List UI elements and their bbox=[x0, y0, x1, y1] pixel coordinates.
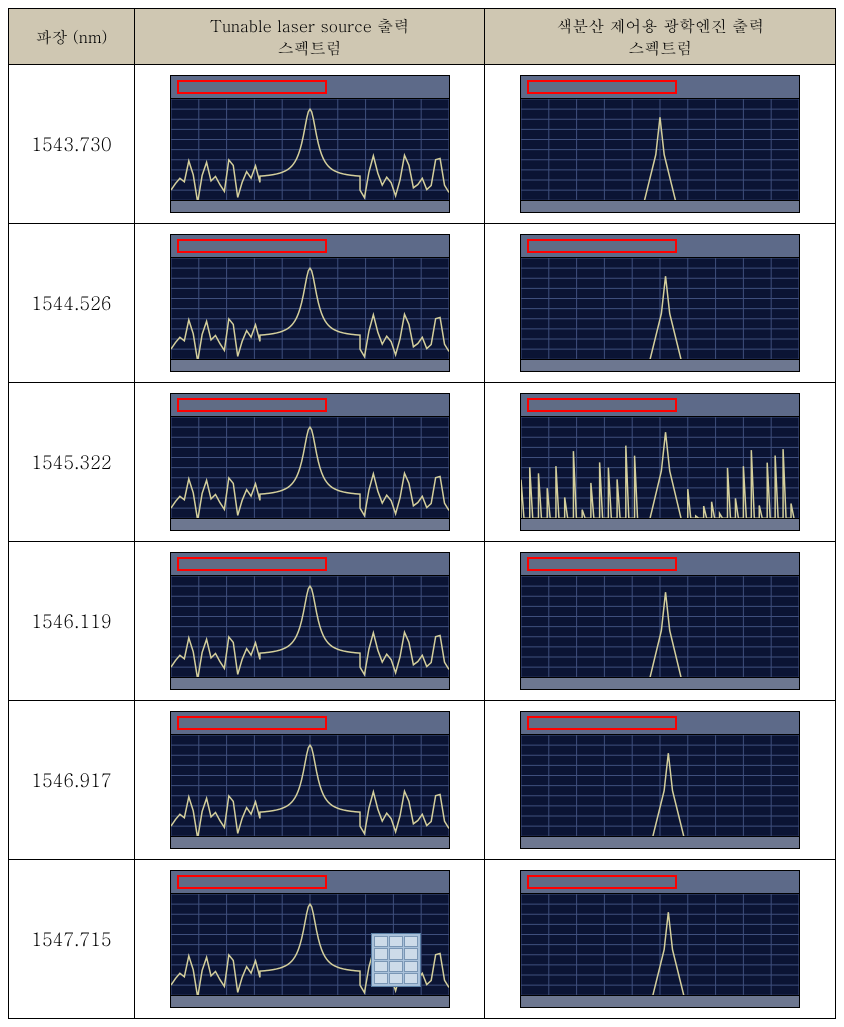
wavelength-value: 1546.917 bbox=[9, 701, 135, 860]
marker-readout-highlight bbox=[527, 239, 677, 253]
table-row: 1545.322 bbox=[9, 383, 836, 542]
osa-screenshot bbox=[520, 393, 800, 531]
osa-screenshot bbox=[520, 234, 800, 372]
tls-spectrum-cell bbox=[134, 65, 485, 224]
tls-spectrum-cell bbox=[134, 383, 485, 542]
table-row: 1546.917 bbox=[9, 701, 836, 860]
wavelength-value: 1544.526 bbox=[9, 224, 135, 383]
marker-readout-highlight bbox=[177, 716, 327, 730]
table-row: 1546.119 bbox=[9, 542, 836, 701]
engine-spectrum-cell bbox=[485, 542, 836, 701]
wavelength-value: 1543.730 bbox=[9, 65, 135, 224]
osa-screenshot bbox=[520, 75, 800, 213]
wavelength-value: 1546.119 bbox=[9, 542, 135, 701]
osa-screenshot bbox=[170, 234, 450, 372]
marker-readout-highlight bbox=[177, 398, 327, 412]
osa-screenshot bbox=[170, 870, 450, 1008]
osa-screenshot bbox=[520, 552, 800, 690]
engine-spectrum-cell bbox=[485, 383, 836, 542]
tls-spectrum-cell bbox=[134, 860, 485, 1019]
spectrum-table: 파장 (nm) Tunable laser source 출력 스펙트럼 색분산… bbox=[8, 8, 836, 1019]
osa-screenshot bbox=[520, 711, 800, 849]
osa-screenshot bbox=[170, 552, 450, 690]
engine-spectrum-cell bbox=[485, 701, 836, 860]
col-header-tls: Tunable laser source 출력 스펙트럼 bbox=[134, 9, 485, 65]
table-header-row: 파장 (nm) Tunable laser source 출력 스펙트럼 색분산… bbox=[9, 9, 836, 65]
tls-spectrum-cell bbox=[134, 224, 485, 383]
marker-readout-highlight bbox=[527, 875, 677, 889]
table-row: 1544.526 bbox=[9, 224, 836, 383]
osa-screenshot bbox=[520, 870, 800, 1008]
wavelength-value: 1545.322 bbox=[9, 383, 135, 542]
osa-screenshot bbox=[170, 75, 450, 213]
col-header-engine: 색분산 제어용 광학엔진 출력 스펙트럼 bbox=[485, 9, 836, 65]
tls-spectrum-cell bbox=[134, 542, 485, 701]
osa-screenshot bbox=[170, 711, 450, 849]
osa-screenshot bbox=[170, 393, 450, 531]
col-header-wavelength: 파장 (nm) bbox=[9, 9, 135, 65]
numeric-keypad-overlay bbox=[371, 933, 421, 987]
marker-readout-highlight bbox=[527, 398, 677, 412]
table-row: 1547.715 bbox=[9, 860, 836, 1019]
table-row: 1543.730 bbox=[9, 65, 836, 224]
marker-readout-highlight bbox=[177, 557, 327, 571]
marker-readout-highlight bbox=[177, 80, 327, 94]
marker-readout-highlight bbox=[177, 239, 327, 253]
engine-spectrum-cell bbox=[485, 860, 836, 1019]
engine-spectrum-cell bbox=[485, 224, 836, 383]
marker-readout-highlight bbox=[527, 80, 677, 94]
marker-readout-highlight bbox=[527, 716, 677, 730]
marker-readout-highlight bbox=[177, 875, 327, 889]
tls-spectrum-cell bbox=[134, 701, 485, 860]
wavelength-value: 1547.715 bbox=[9, 860, 135, 1019]
marker-readout-highlight bbox=[527, 557, 677, 571]
engine-spectrum-cell bbox=[485, 65, 836, 224]
